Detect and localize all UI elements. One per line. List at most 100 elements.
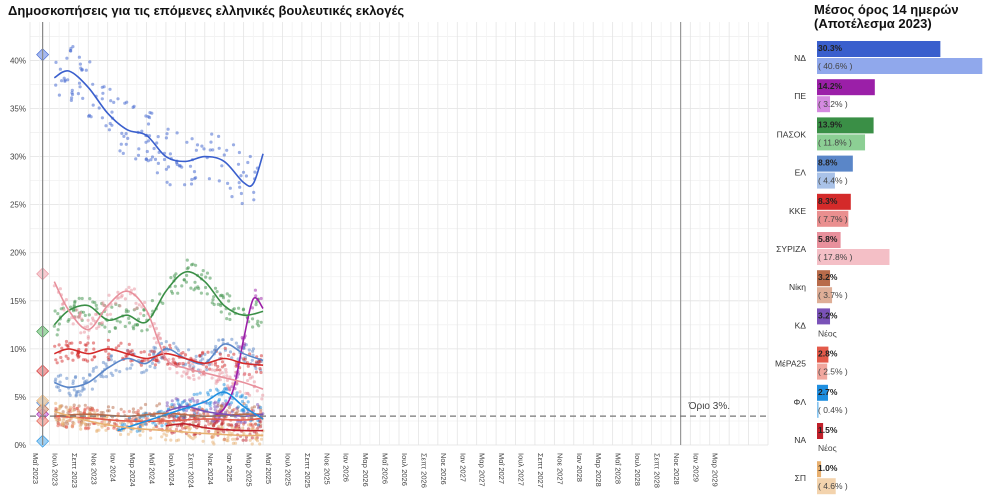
poll-dot — [118, 320, 122, 324]
poll-dot — [217, 424, 221, 428]
poll-dot — [166, 362, 170, 366]
poll-dot — [64, 405, 68, 409]
poll-dot — [194, 419, 198, 424]
poll-dot — [100, 116, 104, 120]
poll-dot — [55, 333, 59, 337]
poll-dot — [165, 433, 169, 437]
trend-line — [213, 296, 264, 417]
poll-dot — [205, 368, 209, 372]
poll-dot — [139, 363, 143, 367]
poll-dot — [72, 303, 76, 307]
poll-dot — [259, 296, 263, 301]
poll-dot — [127, 321, 132, 325]
poll-dot — [74, 315, 78, 319]
poll-dot — [168, 367, 172, 371]
x-tick-label: Νοε 2024 — [206, 453, 215, 485]
poll-dot — [60, 79, 64, 83]
poll-dot — [223, 363, 227, 367]
x-tick-label: Ιουλ 2024 — [167, 453, 176, 486]
poll-dot — [84, 426, 88, 430]
poll-dot — [125, 367, 129, 371]
poll-dot — [83, 313, 87, 317]
poll-dot — [237, 181, 241, 185]
poll-dot — [57, 93, 62, 97]
poll-dot — [81, 310, 86, 314]
poll-dot — [194, 354, 198, 358]
poll-dot — [103, 419, 107, 423]
poll-dot — [140, 129, 144, 133]
poll-dot — [194, 176, 198, 180]
poll-dot — [77, 81, 82, 85]
poll-dot — [140, 424, 145, 428]
poll-dot — [242, 422, 246, 426]
poll-dot — [218, 368, 222, 372]
poll-dot — [218, 352, 222, 356]
poll-dot — [227, 430, 231, 434]
poll-dot — [72, 388, 76, 392]
poll-dot — [248, 438, 252, 442]
bar-result-2023 — [817, 96, 831, 113]
poll-dot — [184, 372, 188, 376]
poll-dot — [242, 357, 246, 361]
poll-dot — [99, 321, 103, 325]
bar-current-average — [817, 461, 822, 478]
poll-dot — [159, 409, 163, 413]
poll-dot — [221, 402, 225, 406]
poll-dot — [208, 403, 212, 408]
poll-dot — [85, 379, 89, 383]
poll-dot — [226, 181, 230, 185]
poll-dot — [149, 436, 153, 440]
poll-dot — [184, 362, 188, 366]
poll-dot — [54, 418, 59, 422]
poll-dot — [230, 410, 234, 414]
poll-dot — [124, 142, 128, 146]
poll-dot — [162, 432, 166, 436]
bar-current-average — [817, 155, 853, 172]
poll-dot — [70, 88, 74, 92]
poll-dot — [236, 344, 240, 348]
poll-dot — [153, 157, 158, 161]
bar-result-2023 — [817, 134, 866, 151]
poll-dot — [258, 425, 263, 429]
poll-dot — [259, 405, 263, 410]
poll-dot — [146, 115, 150, 119]
poll-dot — [103, 325, 107, 329]
poll-dot — [241, 438, 245, 442]
y-tick-label: 20% — [10, 249, 26, 258]
poll-dot — [228, 350, 233, 354]
poll-dot — [78, 393, 82, 397]
poll-dot — [62, 308, 66, 312]
poll-dot — [214, 344, 218, 349]
poll-dot — [225, 378, 229, 382]
poll-dot — [66, 357, 70, 361]
poll-dot — [80, 296, 84, 301]
poll-dot — [168, 152, 172, 156]
poll-dot — [238, 185, 242, 189]
bar-party-label: ΝΑ — [794, 435, 806, 445]
poll-dot — [128, 366, 132, 370]
x-tick-label: Ιουλ 2027 — [517, 453, 526, 486]
poll-dot — [101, 360, 105, 365]
poll-dot — [55, 361, 59, 365]
poll-dot — [206, 393, 210, 397]
poll-dot — [237, 150, 241, 155]
poll-dot — [252, 190, 256, 194]
poll-dot — [124, 354, 128, 358]
poll-dot — [186, 266, 190, 270]
poll-dot — [79, 427, 83, 431]
poll-dot — [69, 98, 73, 102]
poll-dot — [73, 299, 77, 303]
poll-dot — [196, 399, 200, 403]
x-tick-label: Ιαν 2029 — [691, 453, 700, 482]
poll-dot — [169, 276, 173, 280]
poll-dot — [255, 389, 259, 393]
poll-dot — [84, 349, 88, 353]
bar-current-value: 1.5% — [818, 425, 838, 435]
poll-dot — [213, 405, 217, 409]
bar-current-average — [817, 117, 874, 134]
poll-dot — [94, 303, 98, 307]
poll-dot — [248, 154, 252, 159]
poll-dot — [254, 303, 258, 307]
poll-dot — [87, 114, 91, 118]
poll-dot — [212, 302, 216, 307]
